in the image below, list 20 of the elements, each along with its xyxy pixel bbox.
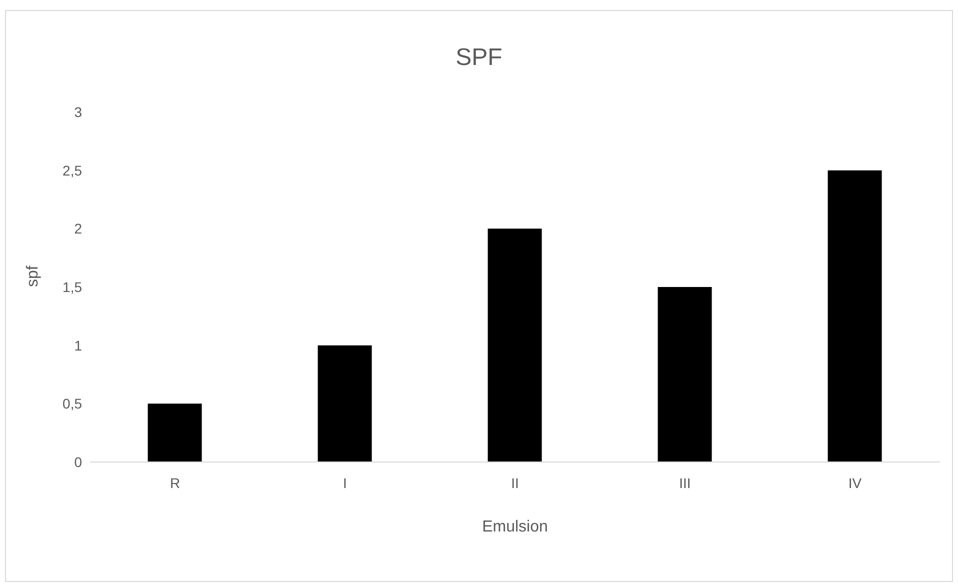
chart-title: SPF [454, 44, 504, 72]
y-axis-title: spf [24, 265, 42, 287]
bar [148, 404, 202, 462]
y-tick-label: 3 [74, 104, 82, 120]
y-tick-label: 2 [74, 220, 82, 237]
x-axis-title: Emulsion [482, 518, 548, 536]
y-tick-label: 1,5 [62, 278, 82, 295]
bar [658, 287, 712, 462]
x-tick-label: R [170, 474, 180, 491]
y-tick-label: 1 [74, 337, 82, 354]
y-tick-label: 0 [74, 454, 82, 470]
bar [488, 228, 542, 462]
x-tick-label: II [511, 474, 519, 491]
y-tick-label: 0,5 [62, 396, 82, 412]
bar [828, 170, 882, 462]
x-tick-label: III [679, 474, 691, 491]
x-tick-label: I [343, 474, 347, 491]
bar [318, 345, 372, 462]
x-tick-label: IV [848, 474, 862, 491]
y-tick-label: 2,5 [62, 162, 82, 178]
